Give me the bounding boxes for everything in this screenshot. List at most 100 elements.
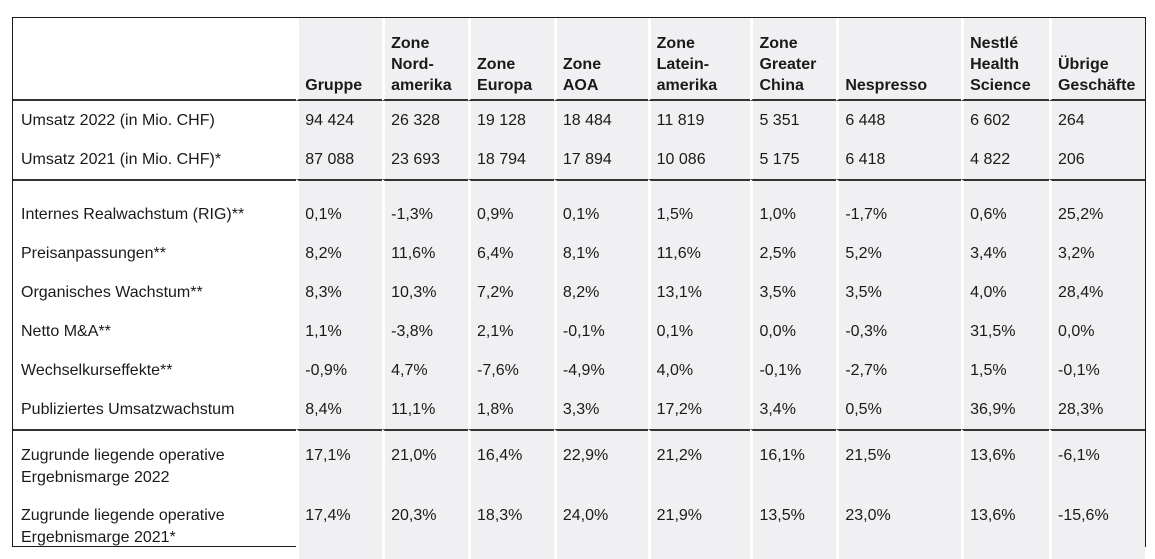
column-header: Nestlé Health Science — [961, 18, 1049, 101]
table-cell: 17,2% — [647, 390, 751, 429]
table-cell: -3,8% — [382, 312, 469, 351]
table-cell: 18 794 — [468, 140, 554, 179]
header-label-col — [13, 18, 297, 101]
table-cell: 6 602 — [961, 101, 1049, 140]
table-cell: 13,5% — [750, 499, 837, 559]
column-header-line: Übrige — [1057, 56, 1109, 73]
table-cell: 10,3% — [382, 273, 469, 312]
table-cell: 0,6% — [961, 179, 1049, 234]
table-cell: 6 448 — [836, 101, 962, 140]
table-cell: 13,6% — [961, 429, 1049, 499]
nestle-segment-table-frame: Gruppe Zone Nord-amerika Zone Europa Zone AOA Z… — [12, 17, 1146, 559]
table-cell: 23,0% — [836, 499, 962, 559]
table-cell: 16,4% — [468, 429, 554, 499]
table-cell: 0,5% — [836, 390, 962, 429]
table-cell: 0,0% — [1048, 312, 1145, 351]
table-cell: 6,4% — [468, 234, 554, 273]
table-cell: 8,1% — [553, 234, 648, 273]
column-header-line: Latein- — [656, 56, 710, 73]
table-cell: 16,1% — [750, 429, 837, 499]
table-cell: 11,6% — [647, 234, 751, 273]
row-label: Organisches Wachstum** — [21, 284, 203, 301]
table-cell: 3,4% — [961, 234, 1049, 273]
row-label: Umsatz 2021 (in Mio. CHF)* — [21, 151, 222, 168]
table-header: Gruppe Zone Nord-amerika Zone Europa Zone AOA Z… — [13, 18, 1145, 101]
table-cell: 94 424 — [296, 101, 383, 140]
table-cell: 5,2% — [836, 234, 962, 273]
table-cell: 17,4% — [296, 499, 383, 559]
column-header: Nespresso — [836, 18, 962, 101]
column-header-line: China — [759, 77, 804, 94]
table-cell: -4,9% — [553, 351, 648, 390]
row-label: Umsatz 2022 (in Mio. CHF) — [21, 112, 215, 129]
table-body: Umsatz 2022 (in Mio. CHF) 94 424 26 328 19 … — [13, 101, 1145, 559]
table-row: Umsatz 2021 (in Mio. CHF)* 87 088 23 693 18… — [13, 140, 1145, 179]
table-cell: 1,0% — [750, 179, 837, 234]
table-cell: -0,1% — [553, 312, 648, 351]
table-cell: 4,0% — [647, 351, 751, 390]
table-cell: 36,9% — [961, 390, 1049, 429]
row-label: Publiziertes Umsatzwachstum — [21, 401, 235, 418]
header-row: Gruppe Zone Nord-amerika Zone Europa Zone AOA Z… — [13, 18, 1145, 101]
column-header-line: Nespresso — [845, 77, 928, 94]
table-row: Wechselkurseffekte** -0,9% 4,7% -7,6% -4,9% 4… — [13, 351, 1145, 390]
row-label: Zugrunde liegende operative Ergebnismarge… — [13, 499, 296, 559]
table-row: Umsatz 2022 (in Mio. CHF) 94 424 26 328 19 … — [13, 101, 1145, 140]
table-cell: 19 128 — [468, 101, 554, 140]
column-header-line: Gruppe — [305, 77, 363, 94]
table-row: Internes Realwachstum (RIG)** 0,1% -1,3% 0,… — [13, 179, 1145, 234]
row-label-line: Ergebnismarge 2021* — [21, 529, 176, 546]
column-header: Zone Greater China — [750, 18, 837, 101]
column-header-line: Nord- — [391, 56, 434, 73]
table-cell: 0,9% — [468, 179, 554, 234]
row-label: Preisanpassungen** — [21, 245, 166, 262]
table-cell: -0,1% — [750, 351, 837, 390]
table-cell: 26 328 — [382, 101, 469, 140]
table-cell: 1,1% — [296, 312, 383, 351]
column-header-line: Zone — [391, 35, 430, 52]
column-header: Übrige Geschäfte — [1048, 18, 1145, 101]
table-cell: 21,2% — [647, 429, 751, 499]
table-cell: 87 088 — [296, 140, 383, 179]
table-row: Publiziertes Umsatzwachstum 8,4% 11,1% 1,8%… — [13, 390, 1145, 429]
table-cell: 21,0% — [382, 429, 469, 499]
table-cell: 13,1% — [647, 273, 751, 312]
table-row: Zugrunde liegende operative Ergebnismarge… — [13, 499, 1145, 559]
table-cell: 0,1% — [647, 312, 751, 351]
table-cell: -1,7% — [836, 179, 962, 234]
table-row: Organisches Wachstum** 8,3% 10,3% 7,2% 8,2% 1… — [13, 273, 1145, 312]
column-header: Zone Europa — [468, 18, 554, 101]
table-cell: 1,5% — [647, 179, 751, 234]
table-cell: 22,9% — [553, 429, 648, 499]
table-cell: 11,1% — [382, 390, 469, 429]
row-label-line: Zugrunde liegende operative — [21, 507, 225, 524]
row-label: Zugrunde liegende operative Ergebnismarge… — [13, 429, 297, 499]
table-cell: 13,6% — [961, 499, 1049, 559]
table-cell: -1,3% — [382, 179, 469, 234]
table-cell: -7,6% — [468, 351, 554, 390]
table-cell: -0,3% — [836, 312, 962, 351]
column-header-line: Nestlé — [970, 35, 1019, 52]
table-cell: 4,0% — [961, 273, 1049, 312]
table-cell: 5 351 — [750, 101, 837, 140]
column-header-line: AOA — [562, 77, 599, 94]
table-cell: 264 — [1048, 101, 1145, 140]
column-header-line: amerika — [656, 77, 718, 94]
table-cell: 206 — [1048, 140, 1145, 179]
table-cell: 2,1% — [468, 312, 554, 351]
table-cell: 8,4% — [296, 390, 383, 429]
column-header: Gruppe — [296, 18, 383, 101]
column-header-line: Greater — [759, 56, 817, 73]
table-cell: 0,1% — [553, 179, 648, 234]
table-cell: 3,4% — [750, 390, 837, 429]
table-cell: 28,4% — [1048, 273, 1145, 312]
table-cell: 8,2% — [296, 234, 383, 273]
table-cell: 10 086 — [647, 140, 751, 179]
table-cell: 5 175 — [750, 140, 837, 179]
row-label: Internes Realwachstum (RIG)** — [13, 179, 297, 234]
table-cell: 8,2% — [553, 273, 648, 312]
table-cell: 20,3% — [382, 499, 469, 559]
column-header-line: Science — [970, 77, 1031, 94]
row-label-line: Zugrunde liegende operative — [21, 447, 225, 464]
table-cell: 3,5% — [836, 273, 962, 312]
